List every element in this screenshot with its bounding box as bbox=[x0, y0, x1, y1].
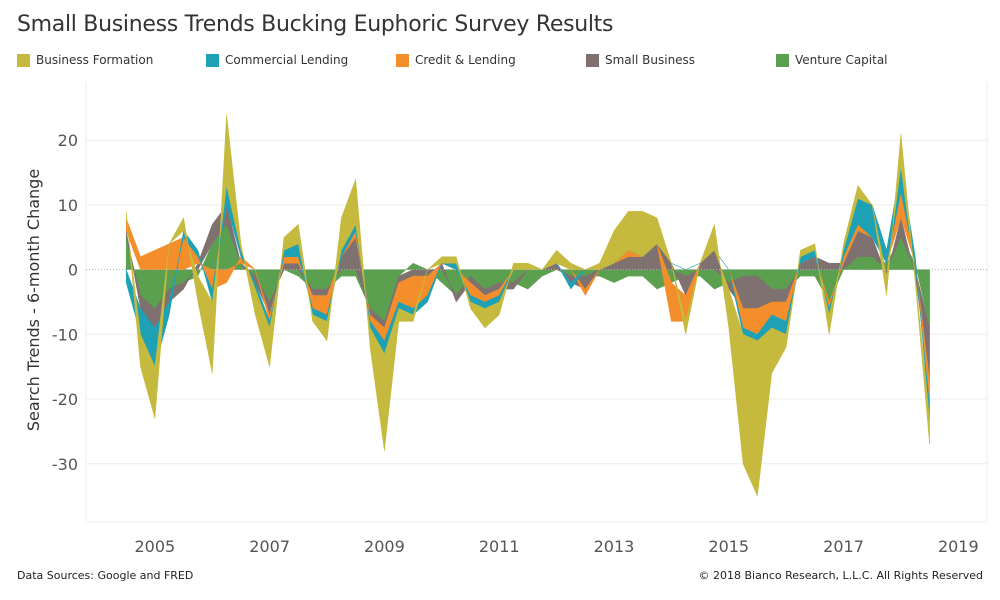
legend-item-small-business[interactable]: Small Business bbox=[586, 50, 695, 70]
legend-label: Venture Capital bbox=[795, 53, 888, 67]
series-area-small-business bbox=[125, 204, 930, 380]
legend-label: Business Formation bbox=[36, 53, 154, 67]
legend-item-commercial-lending[interactable]: Commercial Lending bbox=[206, 50, 348, 70]
x-tick-label: 2017 bbox=[823, 537, 864, 556]
x-tick-label: 2011 bbox=[479, 537, 520, 556]
data-source-note: Data Sources: Google and FRED bbox=[17, 569, 194, 582]
gridlines bbox=[86, 139, 987, 465]
x-tick-label: 2013 bbox=[594, 537, 635, 556]
legend-swatch bbox=[206, 53, 219, 67]
x-tick-label: 2007 bbox=[249, 537, 290, 556]
series-area-credit-lending bbox=[125, 191, 930, 406]
chart-title: Small Business Trends Bucking Euphoric S… bbox=[17, 12, 614, 37]
y-axis-title: Search Trends - 6-month Change bbox=[24, 169, 43, 431]
y-tick-label: 10 bbox=[58, 196, 78, 215]
y-tick-label: -20 bbox=[52, 390, 78, 409]
y-tick-label: -30 bbox=[52, 455, 78, 474]
legend-swatch bbox=[586, 53, 599, 67]
series-areas bbox=[125, 114, 930, 498]
legend-swatch bbox=[396, 53, 409, 67]
y-axis-ticks: 20 10 0 -10 -20 -30 bbox=[52, 131, 78, 474]
legend-label: Small Business bbox=[605, 53, 696, 67]
legend-item-credit-lending[interactable]: Credit & Lending bbox=[396, 50, 516, 70]
x-tick-label: 2019 bbox=[938, 537, 979, 556]
x-tick-label: 2015 bbox=[708, 537, 749, 556]
x-tick-label: 2009 bbox=[364, 537, 405, 556]
x-tick-label: 2005 bbox=[135, 537, 176, 556]
copyright-note: © 2018 Bianco Research, L.L.C. All Right… bbox=[698, 569, 983, 582]
legend-item-business-formation[interactable]: Business Formation bbox=[17, 50, 153, 70]
legend-item-venture-capital[interactable]: Venture Capital bbox=[776, 50, 888, 70]
legend-label: Credit & Lending bbox=[415, 53, 516, 67]
legend-swatch bbox=[776, 53, 789, 67]
series-area-business-formation bbox=[125, 114, 930, 498]
legend-label: Commercial Lending bbox=[225, 53, 349, 67]
legend-swatch bbox=[17, 53, 30, 67]
y-tick-label: -10 bbox=[52, 325, 78, 344]
series-area-venture-capital bbox=[125, 223, 930, 328]
series-area-commercial-lending bbox=[125, 166, 930, 419]
legend: Business Formation Commercial Lending Cr… bbox=[0, 50, 1000, 70]
y-tick-label: 20 bbox=[58, 131, 78, 150]
x-axis-ticks: 2005 2007 2009 2011 2013 2015 2017 2019 bbox=[135, 537, 979, 556]
y-tick-label: 0 bbox=[68, 261, 78, 280]
